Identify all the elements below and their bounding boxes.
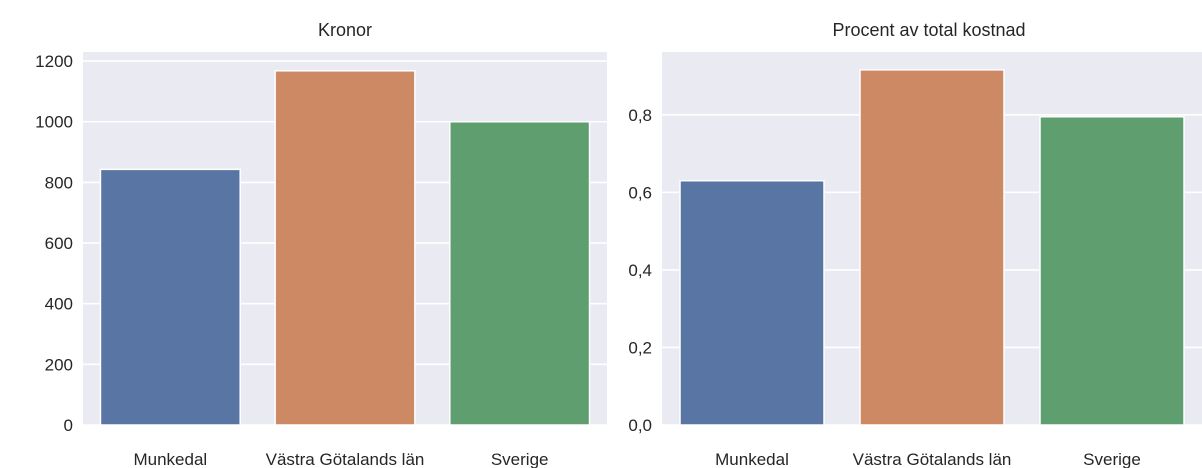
chart-procent-title: Procent av total kostnad [832, 20, 1025, 40]
chart-procent-xtick-label: Västra Götalands län [853, 450, 1012, 468]
chart-kronor-ytick-label: 1000 [35, 113, 73, 132]
chart-kronor: Kronor 0 200 400 600 800 1000 1200 Munkedal Väst… [35, 20, 607, 468]
chart-kronor-ytick-label: 400 [45, 295, 73, 314]
chart-procent-bar [859, 69, 1005, 426]
chart-procent-xtick-label: Munkedal [715, 450, 789, 468]
chart-procent-ytick-label: 0,2 [628, 338, 652, 357]
chart-kronor-title: Kronor [318, 20, 372, 40]
chart-kronor-bar [449, 120, 591, 426]
chart-procent-xtick-label: Sverige [1083, 450, 1141, 468]
chart-kronor-xtick-label: Västra Götalands län [266, 450, 425, 468]
chart-procent-ytick-label: 0,4 [628, 261, 652, 280]
chart-procent-bar [1039, 116, 1185, 426]
chart-kronor-ytick-label: 800 [45, 173, 73, 192]
chart-procent-ytick-label: 0,6 [628, 183, 652, 202]
chart-kronor-xtick-label: Sverige [491, 450, 549, 468]
chart-kronor-ytick-label: 1200 [35, 52, 73, 71]
chart-kronor-ytick-label: 0 [64, 416, 73, 435]
chart-procent-bar [679, 179, 825, 426]
chart-procent: Procent av total kostnad 0,0 0,2 0,4 0,6 0,8… [628, 20, 1202, 468]
chart-procent-ytick-label: 0,0 [628, 416, 652, 435]
chart-kronor-ytick-label: 600 [45, 234, 73, 253]
chart-procent-ytick-label: 0,8 [628, 106, 652, 125]
chart-kronor-bar [274, 70, 416, 426]
chart-kronor-xtick-label: Munkedal [133, 450, 207, 468]
chart-kronor-ytick-label: 200 [45, 355, 73, 374]
chart-kronor-bar [99, 168, 241, 426]
